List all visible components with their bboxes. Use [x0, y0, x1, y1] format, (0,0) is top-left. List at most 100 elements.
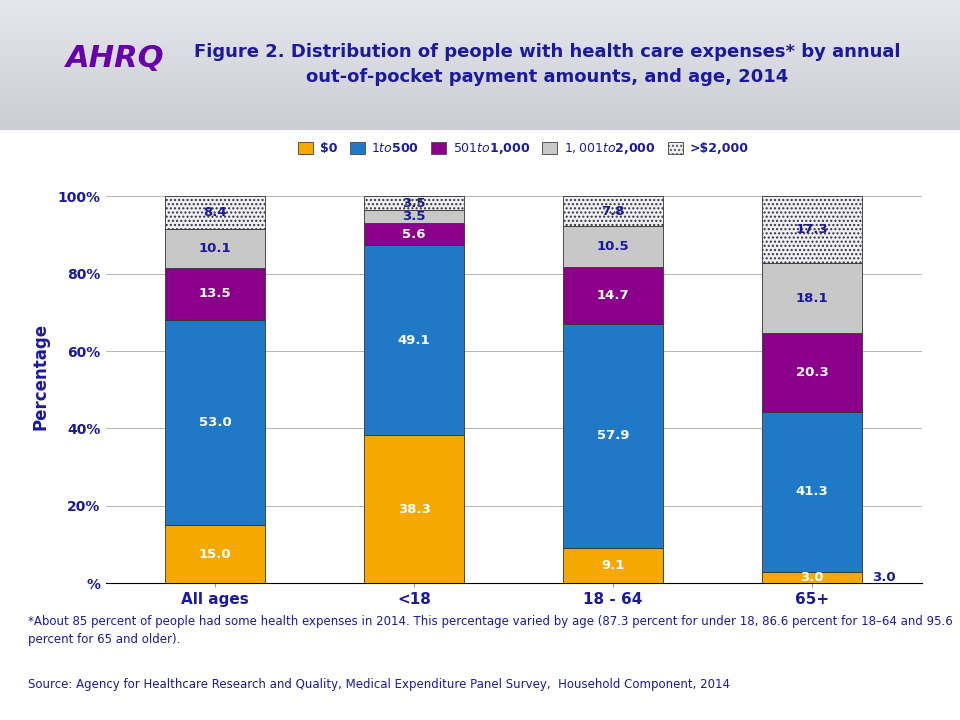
Bar: [165, 525, 265, 583]
Bar: [0, 52, 960, 53]
Bar: [0, 1, 960, 3]
Bar: [0, 115, 960, 117]
Bar: [0, 58, 960, 60]
Bar: [0, 26, 960, 27]
Bar: [0, 84, 960, 86]
Bar: [0, 22, 960, 23]
Text: 10.5: 10.5: [597, 240, 630, 253]
Bar: [0, 8, 960, 9]
Text: 20.3: 20.3: [796, 366, 828, 379]
Bar: [0, 10, 960, 12]
Bar: [0, 123, 960, 125]
Text: Figure 2. Distribution of people with health care expenses* by annual
out-of-poc: Figure 2. Distribution of people with he…: [194, 43, 900, 86]
Bar: [0, 79, 960, 81]
Bar: [0, 66, 960, 68]
Bar: [0, 128, 960, 130]
Text: 41.3: 41.3: [796, 485, 828, 498]
Text: *About 85 percent of people had some health expenses in 2014. This percentage va: *About 85 percent of people had some hea…: [29, 615, 953, 646]
Text: 14.7: 14.7: [597, 289, 630, 302]
Bar: [0, 5, 960, 6]
Bar: [762, 264, 862, 333]
Legend: $0, $1 to $500, $501 to $1,000, $1,001 to $2,000, >$2,000: $0, $1 to $500, $501 to $1,000, $1,001 t…: [293, 136, 754, 161]
Bar: [762, 572, 862, 583]
Bar: [0, 76, 960, 78]
Bar: [0, 71, 960, 73]
Bar: [0, 126, 960, 127]
Bar: [0, 44, 960, 45]
Bar: [0, 62, 960, 63]
Text: 3.5: 3.5: [402, 210, 426, 223]
Bar: [165, 268, 265, 320]
Bar: [0, 39, 960, 40]
Text: 57.9: 57.9: [597, 429, 630, 443]
Bar: [365, 245, 464, 435]
Bar: [0, 114, 960, 115]
Bar: [0, 81, 960, 83]
Bar: [762, 197, 862, 264]
Bar: [0, 53, 960, 55]
Bar: [0, 104, 960, 105]
Bar: [165, 229, 265, 268]
Bar: [0, 31, 960, 32]
Bar: [365, 435, 464, 583]
Y-axis label: Percentage: Percentage: [32, 323, 49, 430]
Bar: [0, 37, 960, 39]
Bar: [365, 223, 464, 245]
Bar: [0, 27, 960, 29]
Bar: [0, 24, 960, 26]
Bar: [0, 101, 960, 102]
Bar: [564, 267, 662, 324]
Bar: [0, 49, 960, 50]
Bar: [762, 333, 862, 412]
Text: 15.0: 15.0: [199, 548, 231, 561]
Bar: [0, 75, 960, 76]
Bar: [0, 34, 960, 35]
Bar: [0, 109, 960, 110]
Bar: [0, 120, 960, 122]
Bar: [0, 17, 960, 18]
Bar: [0, 97, 960, 99]
Bar: [0, 68, 960, 70]
Bar: [564, 227, 662, 267]
Bar: [0, 65, 960, 66]
Bar: [0, 30, 960, 31]
Bar: [0, 61, 960, 62]
Text: 5.6: 5.6: [402, 228, 426, 240]
Bar: [0, 113, 960, 114]
Bar: [0, 91, 960, 92]
Bar: [0, 92, 960, 94]
Bar: [0, 127, 960, 128]
Bar: [0, 23, 960, 24]
Bar: [0, 47, 960, 48]
Bar: [0, 9, 960, 10]
Bar: [0, 125, 960, 126]
Bar: [0, 87, 960, 88]
Text: 9.1: 9.1: [601, 559, 625, 572]
Bar: [0, 50, 960, 52]
Bar: [564, 548, 662, 583]
Bar: [0, 88, 960, 89]
Bar: [0, 100, 960, 101]
Text: 17.3: 17.3: [796, 223, 828, 236]
Text: 49.1: 49.1: [397, 333, 430, 346]
Bar: [0, 94, 960, 96]
Bar: [0, 32, 960, 34]
Bar: [0, 83, 960, 84]
Bar: [0, 36, 960, 37]
Bar: [0, 89, 960, 91]
Bar: [0, 99, 960, 100]
Bar: [0, 107, 960, 109]
Bar: [165, 197, 265, 229]
Bar: [0, 96, 960, 97]
Text: 8.4: 8.4: [204, 206, 227, 219]
Bar: [762, 412, 862, 572]
Text: 18.1: 18.1: [796, 292, 828, 305]
Bar: [0, 0, 960, 1]
Bar: [0, 29, 960, 30]
Text: Source: Agency for Healthcare Research and Quality, Medical Expenditure Panel Su: Source: Agency for Healthcare Research a…: [29, 678, 731, 691]
Text: 3.0: 3.0: [872, 571, 896, 584]
Text: 7.8: 7.8: [601, 205, 625, 218]
Bar: [0, 102, 960, 104]
Bar: [0, 48, 960, 49]
Bar: [0, 19, 960, 21]
